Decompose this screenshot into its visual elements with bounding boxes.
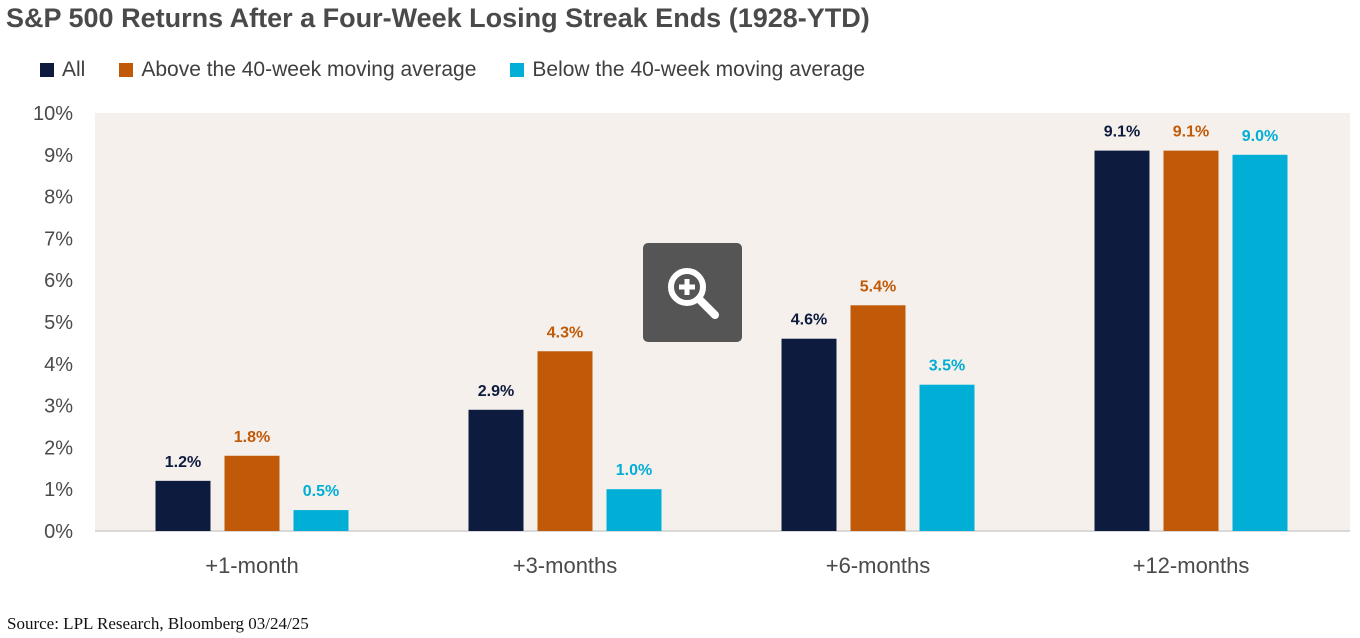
bar (1232, 154, 1288, 532)
y-tick-label: 2% (44, 437, 73, 459)
x-tick-label: +6-months (826, 553, 931, 578)
bar (606, 489, 662, 531)
legend-label-all: All (62, 58, 86, 81)
bar (468, 409, 524, 531)
y-tick-label: 9% (44, 145, 73, 167)
bar (224, 455, 280, 531)
chart-title: S&P 500 Returns After a Four-Week Losing… (6, 3, 870, 33)
x-tick-label: +3-months (513, 553, 618, 578)
data-label: 9.1% (1104, 124, 1140, 141)
x-tick-label: +12-months (1133, 553, 1250, 578)
bar-chart: 0% 1% 2% 3% 4% 5% 6% 7% 8% 9% 10% 1.2% 1.8% 0.5% +1-mo… (33, 103, 1350, 578)
zoom-button[interactable] (643, 243, 742, 342)
data-label: 4.6% (791, 312, 827, 329)
y-tick-label: 8% (44, 187, 73, 209)
legend-swatch-above (119, 63, 134, 77)
y-tick-label: 10% (33, 103, 73, 125)
x-tick-label: +1-month (205, 553, 299, 578)
bar (919, 384, 975, 531)
data-label: 1.8% (234, 429, 270, 446)
bar (850, 305, 906, 531)
bar (1163, 150, 1219, 531)
legend-item-below: Below the 40-week moving average (510, 58, 865, 82)
data-label: 9.0% (1242, 128, 1278, 145)
y-tick-label: 7% (44, 228, 73, 250)
legend-swatch-all (40, 63, 54, 77)
legend-label-below: Below the 40-week moving average (532, 58, 866, 81)
bar (781, 338, 837, 531)
zoom-in-icon (667, 267, 719, 319)
data-label: 1.0% (616, 462, 652, 479)
bar (155, 480, 211, 531)
y-tick-label: 1% (44, 479, 73, 501)
data-label: 4.3% (547, 324, 583, 341)
source-note: Source: LPL Research, Bloomberg 03/24/25 (7, 614, 309, 633)
legend-item-above: Above the 40-week moving average (119, 58, 476, 82)
bar (537, 351, 593, 531)
legend-label-above: Above the 40-week moving average (141, 58, 477, 81)
data-label: 0.5% (303, 483, 339, 500)
bar (293, 510, 349, 531)
data-label: 9.1% (1173, 124, 1209, 141)
legend: All Above the 40-week moving average Bel… (40, 56, 899, 84)
legend-item-all: All (40, 58, 85, 82)
legend-swatch-below (510, 63, 525, 77)
data-label: 3.5% (929, 358, 965, 375)
y-tick-label: 4% (44, 354, 73, 376)
data-label: 2.9% (478, 383, 514, 400)
y-tick-label: 3% (44, 396, 73, 418)
y-tick-label: 6% (44, 270, 73, 292)
data-label: 5.4% (860, 278, 896, 295)
y-tick-label: 5% (44, 312, 73, 334)
bar (1094, 150, 1150, 531)
y-tick-label: 0% (44, 521, 73, 543)
data-label: 1.2% (165, 454, 201, 471)
